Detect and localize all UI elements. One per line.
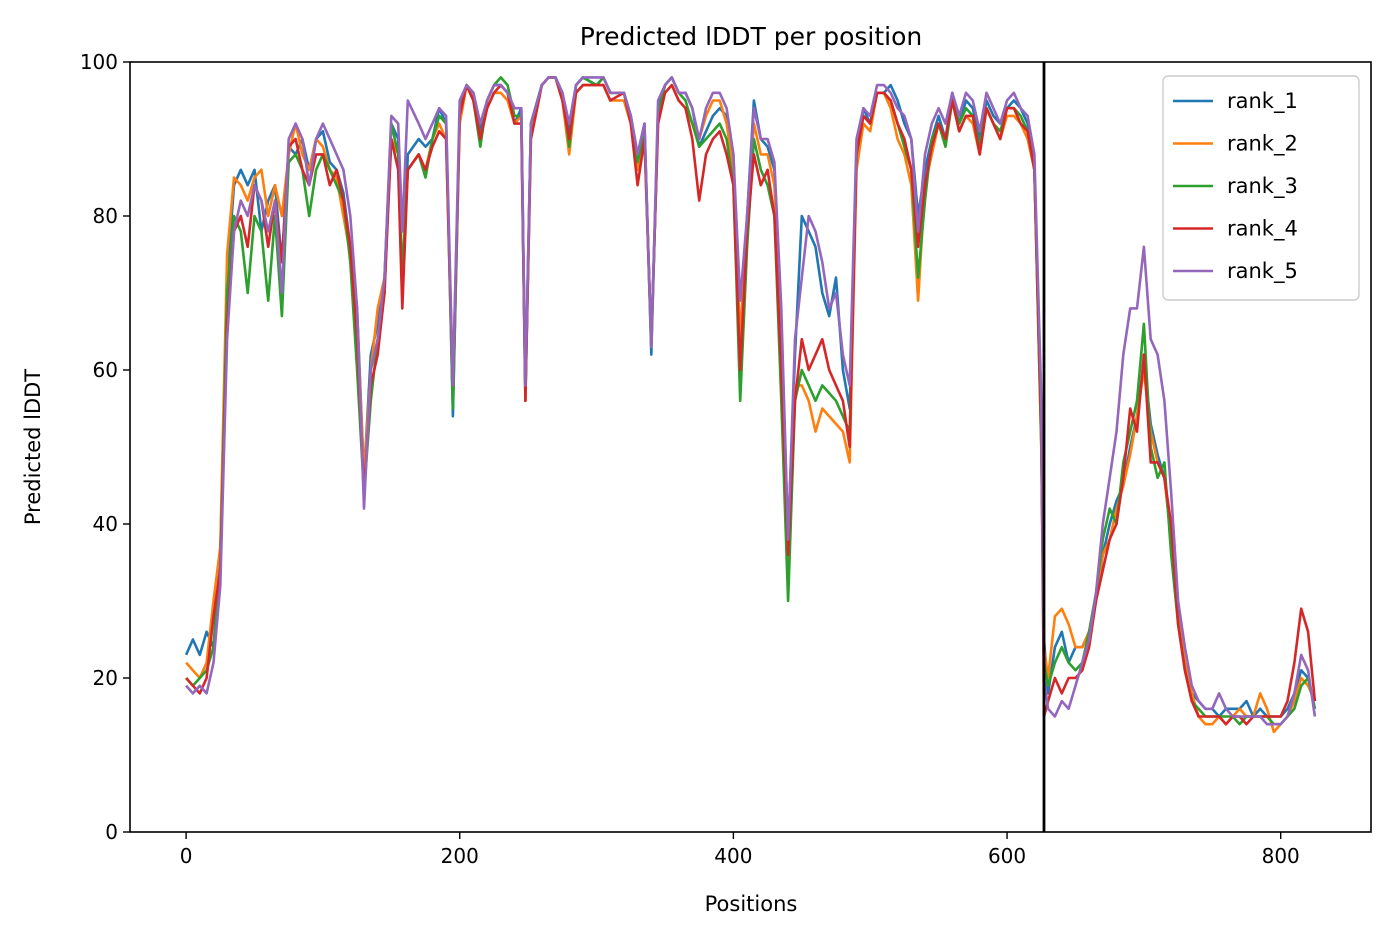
y-tick-label: 60 — [93, 358, 118, 382]
x-tick-label: 600 — [988, 844, 1026, 868]
plot-frame — [129, 61, 1372, 833]
legend-label-rank_4: rank_4 — [1227, 217, 1298, 242]
series-line-rank_2 — [185, 76, 1317, 734]
legend-label-rank_5: rank_5 — [1227, 259, 1298, 284]
x-tick-label: 400 — [714, 844, 752, 868]
chart-title: Predicted lDDT per position — [580, 22, 922, 51]
y-tick-label: 0 — [105, 820, 118, 844]
legend-label-rank_2: rank_2 — [1227, 132, 1298, 157]
series-line-rank_5 — [185, 76, 1317, 726]
x-tick-label: 0 — [180, 844, 193, 868]
x-axis-ticks: 0 200 400 600 800 — [180, 832, 1300, 868]
x-tick-label: 200 — [441, 844, 479, 868]
legend-box — [1162, 75, 1360, 301]
series-layer — [184, 76, 1317, 734]
y-tick-label: 80 — [93, 204, 118, 228]
x-tick-label: 800 — [1262, 844, 1300, 868]
legend: rank_1 rank_2 rank_3 rank_4 rank_5 — [1162, 75, 1360, 301]
y-tick-label: 20 — [93, 666, 118, 690]
legend-label-rank_1: rank_1 — [1227, 89, 1298, 114]
y-tick-label: 40 — [93, 512, 118, 536]
y-tick-label: 100 — [80, 50, 118, 74]
y-axis-label: Predicted lDDT — [21, 369, 45, 525]
legend-label-rank_3: rank_3 — [1227, 174, 1298, 199]
series-line-rank_4 — [185, 76, 1317, 726]
y-axis-ticks: 0 20 40 60 80 100 — [80, 50, 130, 844]
x-axis-label: Positions — [705, 892, 798, 916]
